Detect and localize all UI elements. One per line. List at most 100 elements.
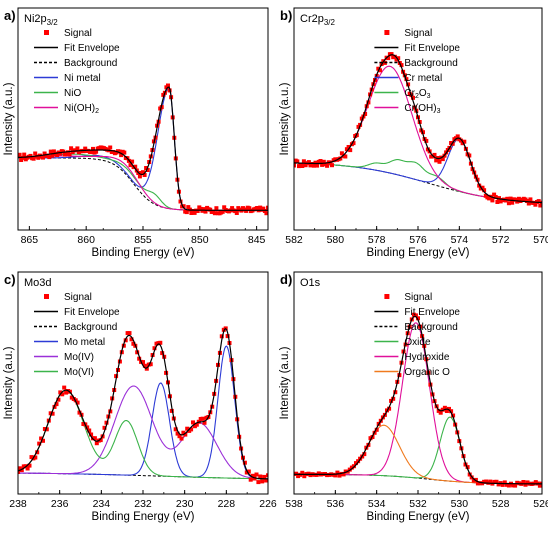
signal-point — [348, 148, 353, 153]
x-tick-label: 582 — [285, 234, 303, 246]
signal-point — [478, 481, 482, 486]
x-tick-label: 578 — [368, 234, 386, 246]
signal-point — [506, 201, 511, 206]
x-tick-label: 526 — [533, 498, 548, 510]
legend-label: Oxide — [404, 337, 431, 348]
signal-point — [455, 134, 460, 139]
signal-point — [33, 455, 38, 460]
signal-point — [341, 472, 346, 477]
signal-point — [404, 77, 409, 82]
legend-swatch — [384, 30, 390, 35]
signal-point — [480, 185, 485, 190]
signal-point — [311, 163, 316, 168]
signal-point — [437, 159, 442, 164]
signal-point — [444, 409, 449, 413]
signal-point — [104, 420, 109, 425]
signal-point — [374, 427, 379, 432]
signal-point — [449, 409, 454, 414]
signal-point — [528, 197, 533, 202]
signal-point — [69, 146, 74, 151]
signal-point — [252, 476, 257, 481]
signal-point — [127, 331, 132, 336]
x-tick-label: 532 — [409, 498, 427, 510]
signal-point — [302, 474, 307, 479]
signal-point — [389, 52, 394, 57]
x-tick-label: 538 — [285, 498, 303, 510]
fit-envelope-line — [18, 86, 268, 211]
signal-point — [313, 160, 318, 165]
background-line — [18, 157, 268, 211]
plot-frame — [293, 271, 543, 495]
signal-point — [234, 211, 239, 215]
x-tick-label: 576 — [409, 234, 427, 246]
legend-label: Hydroxide — [404, 352, 449, 363]
signal-point — [129, 337, 134, 342]
signal-point — [161, 92, 166, 97]
signal-point — [296, 474, 301, 479]
signal-point — [266, 473, 268, 478]
signal-point — [56, 397, 61, 402]
signal-point — [536, 199, 541, 204]
signal-point — [47, 155, 52, 160]
signal-point — [18, 470, 20, 474]
signal-point — [447, 406, 451, 411]
signal-point — [416, 316, 420, 321]
signal-point — [137, 174, 142, 179]
signal-point — [201, 207, 206, 212]
signal-point — [247, 206, 252, 211]
signal-point — [50, 411, 55, 416]
signal-point — [148, 362, 153, 367]
signal-point — [315, 163, 320, 168]
signal-point — [306, 160, 311, 165]
panel-a: 865 860 855 850 845 Binding Energy (eV) Intens… — [3, 7, 269, 259]
signal-point — [91, 146, 95, 151]
legend-label: Ni metal — [64, 73, 101, 84]
signal-point — [432, 152, 437, 157]
signal-point — [94, 149, 99, 154]
signal-point — [392, 54, 397, 59]
signal-point — [256, 480, 261, 485]
signal-point — [391, 396, 396, 401]
signal-point — [19, 158, 24, 162]
x-tick-label: 572 — [492, 234, 510, 246]
signal-point — [387, 406, 392, 411]
signal-point — [41, 155, 45, 160]
signal-point — [250, 473, 255, 478]
signal-point — [212, 211, 217, 216]
signal-point — [490, 198, 495, 203]
signal-point — [60, 392, 65, 397]
signal-point — [42, 151, 47, 156]
legend-label: Background — [404, 322, 457, 333]
signal-point — [354, 461, 358, 466]
signal-point — [183, 432, 188, 437]
x-tick-label: 530 — [451, 498, 469, 510]
x-tick-label: 226 — [259, 498, 277, 510]
signal-point — [246, 469, 251, 474]
signal-point — [482, 188, 487, 193]
signal-point — [230, 206, 235, 211]
signal-point — [137, 356, 142, 361]
signal-point — [525, 480, 530, 485]
signal-point — [525, 199, 530, 203]
legend-label: Cr2O3 — [404, 88, 430, 100]
legend-label: NiO — [64, 88, 81, 99]
signal-point — [122, 150, 127, 155]
signal-point — [396, 56, 401, 61]
signal-point — [166, 83, 170, 88]
signal-point — [533, 202, 538, 207]
signal-point — [48, 149, 53, 154]
signal-point — [506, 483, 511, 488]
signal-point — [362, 452, 367, 457]
legend-label: Organic O — [404, 367, 450, 378]
x-axis-label: Binding Energy (eV) — [92, 511, 195, 523]
signal-point — [195, 209, 200, 213]
plot-area — [294, 52, 542, 208]
series-line-mo-iv- — [18, 385, 268, 480]
signal-point — [55, 153, 60, 157]
series-line-cr-oh-3 — [294, 65, 542, 204]
signal-point — [440, 157, 445, 162]
signal-point — [33, 151, 38, 156]
x-tick-label: 536 — [327, 498, 345, 510]
x-tick-label: 860 — [77, 234, 95, 246]
signal-point — [27, 463, 32, 468]
